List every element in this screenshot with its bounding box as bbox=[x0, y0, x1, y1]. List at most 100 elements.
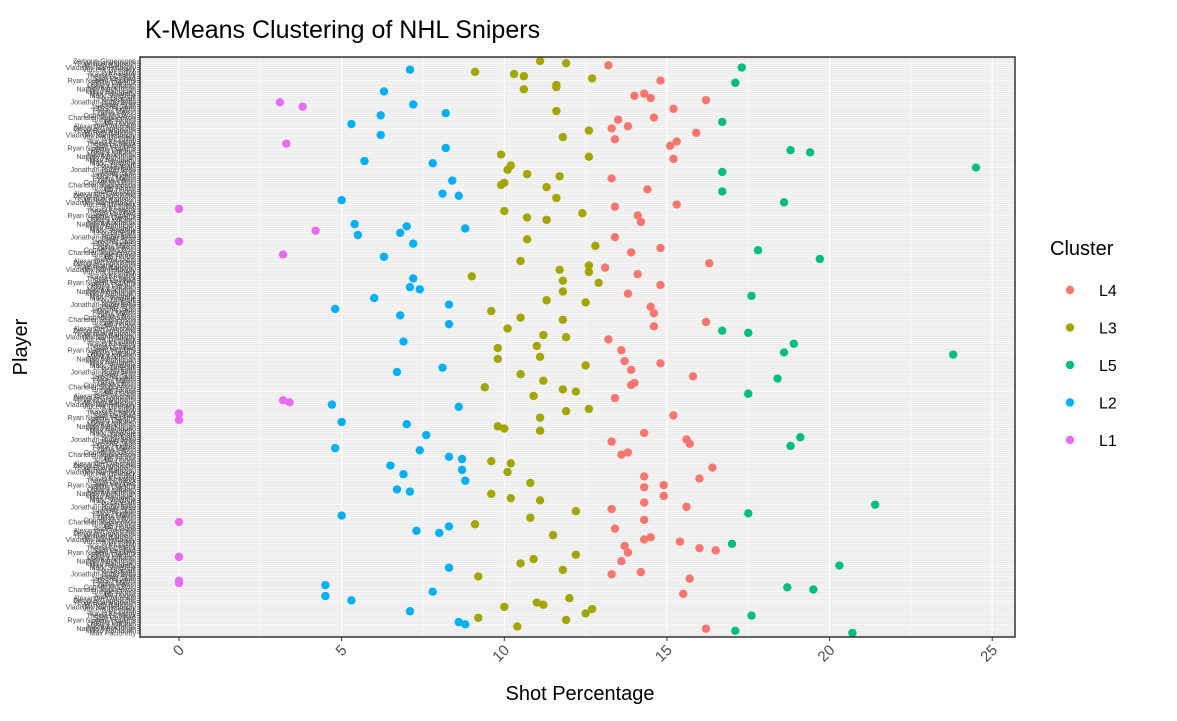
data-point-L2 bbox=[409, 274, 418, 283]
data-point-L4 bbox=[636, 567, 646, 577]
data-point-L4 bbox=[636, 217, 646, 227]
legend-key-L4 bbox=[1065, 285, 1075, 295]
y-tick-label: Alexander Ovechkin bbox=[73, 124, 136, 131]
y-tick-label: Nikita Kucherov bbox=[87, 422, 137, 429]
y-tick-label: Ryan Nugent-Hopkins bbox=[68, 617, 137, 624]
y-tick-label: Jonathan Huberdeau bbox=[71, 302, 136, 309]
data-point-L3 bbox=[493, 354, 503, 364]
y-tick-label: Jared McCann bbox=[90, 239, 136, 246]
data-point-L2 bbox=[402, 420, 411, 429]
data-point-L4 bbox=[610, 524, 620, 533]
y-tick-label: Vincent Trocheck bbox=[82, 337, 136, 344]
data-point-L3 bbox=[552, 82, 561, 92]
data-point-L3 bbox=[487, 456, 496, 466]
y-tick-label: Ryan Nugent-Hopkins bbox=[68, 348, 137, 355]
data-point-L4 bbox=[639, 472, 649, 481]
y-tick-label: Evgeni Malkin bbox=[92, 243, 136, 250]
y-tick-label: Ryan Nugent-Hopkins bbox=[68, 213, 137, 220]
data-point-L5 bbox=[753, 246, 763, 255]
data-point-L4 bbox=[669, 104, 678, 114]
y-tick-label: William Karlsson bbox=[84, 400, 136, 407]
data-point-L1 bbox=[278, 396, 288, 405]
y-tick-label: Alexander Ovechkin bbox=[73, 461, 136, 468]
data-point-L5 bbox=[718, 167, 727, 177]
data-point-L3 bbox=[522, 235, 532, 244]
data-point-L4 bbox=[659, 480, 668, 490]
y-tick-label: Yegor Sharangovich bbox=[73, 398, 136, 405]
data-point-L4 bbox=[685, 574, 694, 583]
y-tick-label: Zemgus Girgensons bbox=[73, 261, 137, 268]
y-tick-label: Jesper Bratt bbox=[98, 574, 136, 581]
y-tick-label: Travis Konecny bbox=[88, 139, 136, 146]
data-point-L3 bbox=[522, 213, 532, 222]
y-tick-label: Vladislav Namestnikov bbox=[66, 335, 137, 342]
data-point-L1 bbox=[174, 415, 184, 425]
data-point-L3 bbox=[542, 215, 551, 224]
data-point-L2 bbox=[428, 159, 437, 168]
data-point-L5 bbox=[744, 509, 753, 518]
data-point-L1 bbox=[174, 409, 184, 418]
y-tick-label: Nikita Kucherov bbox=[87, 556, 137, 563]
y-tick-label: Phillip Danault bbox=[91, 80, 136, 87]
x-tick-label: 10 bbox=[489, 642, 513, 666]
y-tick-label: Tyler Toffoli bbox=[101, 69, 137, 76]
data-point-L3 bbox=[535, 56, 545, 66]
y-tick-label: Vincent Trocheck bbox=[82, 606, 136, 613]
data-point-L2 bbox=[444, 319, 454, 329]
data-point-L5 bbox=[731, 626, 740, 636]
y-tick-label: Oskar Lindblom bbox=[87, 622, 136, 629]
data-point-L1 bbox=[174, 578, 184, 588]
y-tick-label: Leon Draisaitl bbox=[93, 95, 136, 102]
y-tick-label: Phillip Danault bbox=[91, 350, 136, 357]
data-point-L4 bbox=[669, 154, 678, 164]
y-tick-label: Jesper Bratt bbox=[98, 506, 136, 513]
x-tick-label: 20 bbox=[815, 642, 839, 666]
data-point-L2 bbox=[392, 485, 402, 494]
data-point-L5 bbox=[796, 433, 805, 442]
data-point-L3 bbox=[594, 278, 603, 288]
y-tick-label: William Karlsson bbox=[84, 130, 136, 137]
legend-label-L4: L4 bbox=[1099, 283, 1117, 300]
data-point-L1 bbox=[311, 226, 320, 235]
y-tick-label: Tyler Toffoli bbox=[101, 406, 137, 413]
y-tick-label: Chandler Stephenson bbox=[68, 385, 136, 392]
data-point-L2 bbox=[405, 607, 415, 616]
y-tick-label: Vladislav Namestnikov bbox=[66, 65, 137, 72]
y-tick-label: Ryan Nugent-Hopkins bbox=[68, 78, 137, 85]
data-point-L2 bbox=[347, 596, 356, 605]
y-tick-label: Kevin Fiala bbox=[101, 435, 136, 442]
data-point-L4 bbox=[639, 498, 649, 507]
y-tick-label: Ryan Nugent-Hopkins bbox=[68, 550, 137, 557]
y-tick-label: Yegor Sharangovich bbox=[73, 195, 136, 202]
data-point-L2 bbox=[337, 417, 346, 427]
y-tick-label: Kevin Fiala bbox=[101, 232, 136, 239]
data-point-L1 bbox=[174, 237, 184, 246]
data-point-L3 bbox=[474, 572, 483, 581]
y-tick-label: Tyler Toffoli bbox=[101, 204, 137, 211]
y-tick-label: William Karlsson bbox=[84, 332, 136, 339]
data-point-L3 bbox=[558, 287, 568, 296]
y-tick-label: Vladislav Namestnikov bbox=[66, 200, 137, 207]
y-tick-label: Mark Scheifele bbox=[90, 295, 136, 302]
y-tick-label: Mark Scheifele bbox=[90, 228, 136, 235]
y-tick-label: Nathan MacKinnon bbox=[76, 222, 136, 229]
data-point-L4 bbox=[620, 541, 629, 551]
data-point-L2 bbox=[444, 452, 454, 462]
legend: L4 L3 L5 L2 L1 bbox=[1065, 283, 1117, 450]
data-point-L5 bbox=[949, 350, 958, 359]
y-tick-label: Brayden Point bbox=[92, 387, 136, 394]
y-tick-label: Phillip Danault bbox=[91, 282, 136, 289]
y-tick-label: Andrew Copp bbox=[94, 324, 137, 331]
y-tick-label: Brayden Point bbox=[92, 319, 136, 326]
data-point-L2 bbox=[412, 526, 421, 535]
data-point-L3 bbox=[555, 172, 564, 181]
y-tick-label: Evgeni Malkin bbox=[92, 378, 136, 385]
data-point-L3 bbox=[584, 404, 594, 414]
data-point-L3 bbox=[581, 298, 590, 307]
y-tick-label: Jack Hughes bbox=[96, 106, 137, 113]
data-point-L2 bbox=[347, 119, 356, 129]
data-point-L5 bbox=[786, 441, 795, 451]
data-point-L2 bbox=[327, 400, 337, 409]
y-tick-label: Dylan Larkin bbox=[97, 583, 136, 590]
data-point-L1 bbox=[282, 139, 291, 148]
